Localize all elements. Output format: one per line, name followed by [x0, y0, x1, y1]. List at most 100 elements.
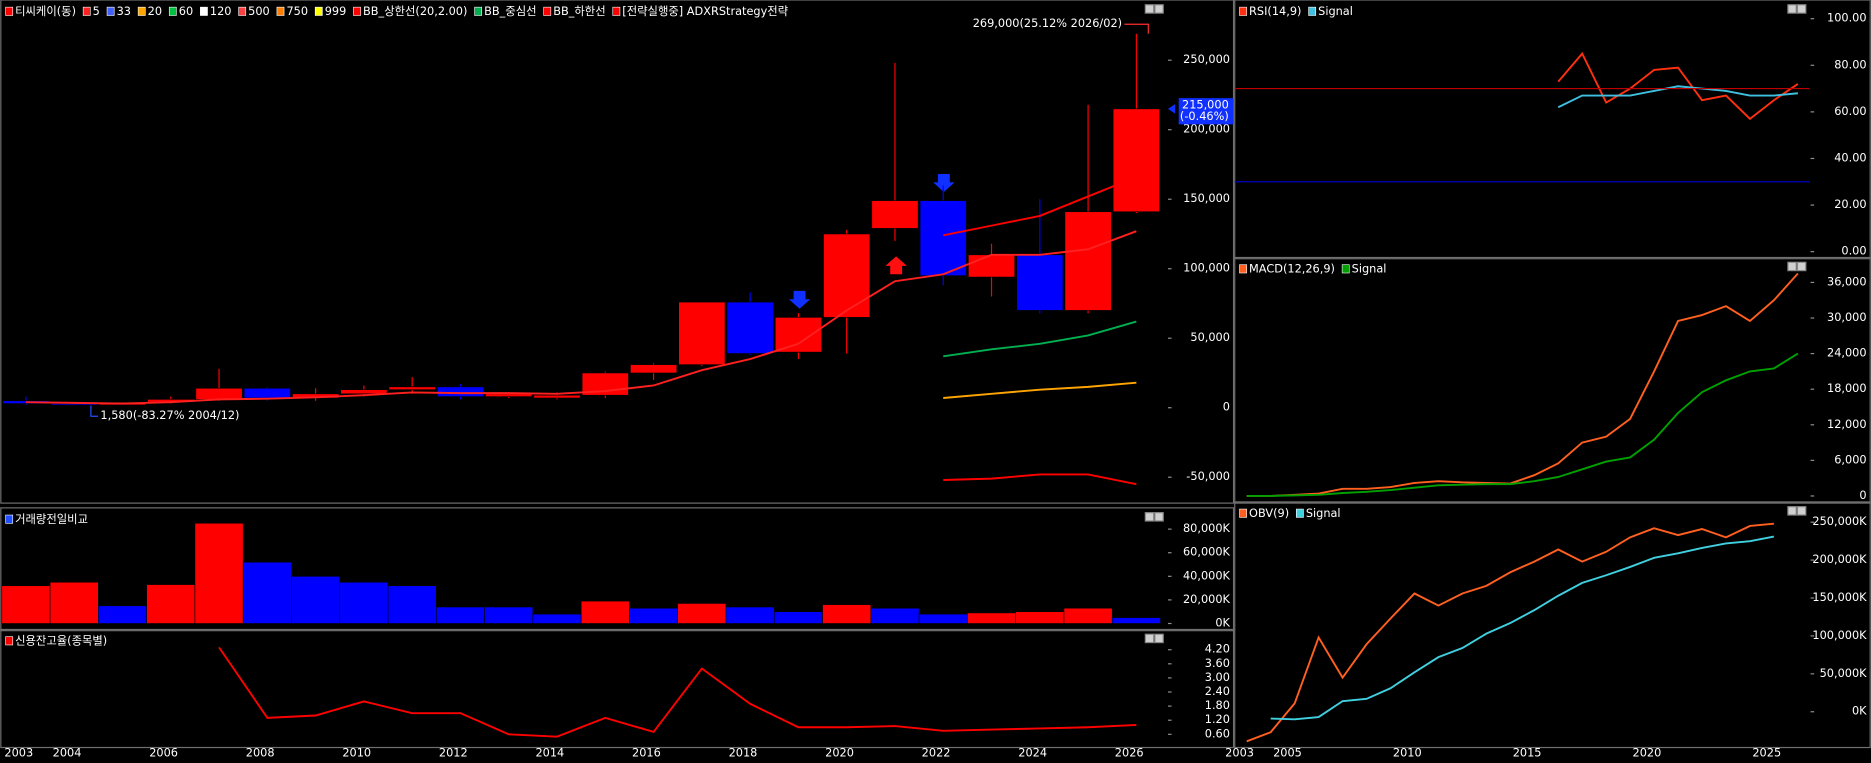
- legend-label: 60: [179, 4, 193, 18]
- pane-button[interactable]: [1154, 4, 1164, 14]
- legend-label: Signal: [1318, 4, 1353, 18]
- y-tick-label: 0.60: [1205, 726, 1230, 740]
- legend-swatch: [1239, 264, 1247, 274]
- pane-button[interactable]: [1787, 261, 1797, 272]
- y-tick-label: 60,000K: [1183, 545, 1231, 559]
- series-line: [1557, 51, 1799, 121]
- series-line: [943, 473, 1137, 486]
- legend-swatch: [543, 6, 552, 16]
- volume-bar: [339, 581, 389, 624]
- legend-swatch: [5, 6, 14, 16]
- candle-body: [243, 387, 291, 399]
- legend-swatch: [5, 514, 14, 524]
- legend-label: 티씨케이(동): [15, 4, 76, 18]
- legend-label: BB_상한선(20,2.00): [363, 4, 467, 18]
- legend-swatch: [238, 6, 247, 16]
- x-tick-label: 2015: [1513, 745, 1542, 759]
- legend-swatch: [168, 6, 177, 16]
- volume-bar: [870, 607, 920, 624]
- legend-label: 120: [210, 4, 232, 18]
- series-line: [1270, 535, 1775, 721]
- legend-swatch: [200, 6, 208, 16]
- pane-button[interactable]: [1796, 4, 1807, 14]
- y-tick-label: 6,000: [1834, 452, 1866, 466]
- series-line: [25, 230, 1137, 405]
- pane-button[interactable]: [1787, 4, 1797, 14]
- volume-bar: [1111, 617, 1161, 624]
- y-tick-label: 30,000: [1827, 310, 1867, 324]
- pane-button[interactable]: [1796, 506, 1807, 516]
- legend-label: 999: [325, 4, 347, 18]
- series-line: [943, 320, 1137, 358]
- legend-swatch: [1239, 6, 1247, 16]
- volume-bar: [484, 606, 534, 624]
- annotation-leader: [1124, 23, 1149, 34]
- y-tick-label: -50,000: [1186, 469, 1230, 483]
- candle-body: [968, 254, 1016, 278]
- y-tick-label: 36,000: [1827, 274, 1867, 288]
- price-annotation: 269,000(25.12% 2026/02): [973, 16, 1122, 30]
- series-line: [943, 381, 1137, 399]
- y-tick-label: 0: [1223, 400, 1230, 414]
- sell-arrow: [788, 290, 811, 309]
- legend-label: MACD(12,26,9): [1249, 261, 1335, 275]
- y-tick-label: 150,000: [1183, 191, 1230, 205]
- volume-bar: [194, 522, 244, 624]
- last-price-tag: [1178, 98, 1234, 125]
- y-tick-label: 12,000: [1827, 417, 1867, 431]
- pane-button[interactable]: [1787, 506, 1797, 516]
- legend-label: Signal: [1352, 261, 1387, 275]
- y-tick-label: 100,000K: [1812, 628, 1867, 642]
- candle-body: [774, 317, 822, 353]
- x-tick-label: 2022: [922, 745, 951, 759]
- x-tick-label: 2014: [535, 745, 564, 759]
- pane-button[interactable]: [1144, 633, 1155, 644]
- pane-button[interactable]: [1154, 512, 1164, 522]
- buy-arrow: [885, 256, 907, 275]
- y-tick-label: 40,000K: [1183, 568, 1231, 582]
- legend-swatch: [137, 6, 146, 16]
- y-tick-label: 20,000K: [1183, 592, 1231, 606]
- volume-bar: [436, 606, 485, 624]
- legend-label: OBV(9): [1249, 506, 1289, 520]
- legend-swatch: [1341, 264, 1350, 274]
- y-tick-label: 250,000K: [1812, 514, 1867, 528]
- y-tick-label: 0: [1859, 488, 1866, 502]
- x-tick-label: 2016: [632, 745, 661, 759]
- y-tick-label: 40.00: [1834, 150, 1866, 164]
- plot-area: [2, 33, 1160, 486]
- legend-label: 750: [286, 4, 308, 18]
- pane-button[interactable]: [1796, 261, 1807, 272]
- pane-button[interactable]: [1144, 512, 1155, 522]
- volume-bar: [387, 585, 437, 624]
- volume-bar: [822, 604, 872, 624]
- x-tick-label: 2010: [1393, 745, 1422, 759]
- x-tick-label: 2006: [149, 745, 178, 759]
- x-tick-label: 2010: [342, 745, 371, 759]
- annotation-leader: [90, 405, 99, 417]
- legend-label: 거래량전일비교: [15, 512, 88, 526]
- legend-swatch: [1295, 508, 1304, 518]
- plot-area: [1557, 51, 1799, 121]
- price-annotation: 1,580(-83.27% 2004/12): [100, 408, 239, 422]
- pane-button[interactable]: [1144, 4, 1155, 14]
- pane-frame: [0, 628, 1235, 749]
- volume-bar: [532, 613, 582, 624]
- candle-body: [340, 389, 388, 395]
- legend-label: 신용잔고율(종목별): [15, 633, 107, 647]
- series-line: [943, 176, 1137, 237]
- plot-area: [1, 522, 1161, 624]
- x-tick-label: 2020: [825, 745, 854, 759]
- series-line: [1246, 272, 1799, 497]
- y-tick-label: 200,000: [1183, 122, 1230, 136]
- sell-arrow: [933, 174, 955, 192]
- x-tick-label: 2008: [246, 745, 275, 759]
- legend-label: BB_하한선: [553, 4, 605, 18]
- legend-swatch: [276, 6, 285, 16]
- volume-bar: [677, 603, 727, 624]
- plot-area: [1246, 272, 1799, 497]
- pane-button[interactable]: [1154, 633, 1164, 644]
- y-tick-label: 80.00: [1834, 57, 1866, 71]
- pane-frame: [0, 0, 1235, 504]
- y-tick-label: 100.00: [1827, 11, 1867, 25]
